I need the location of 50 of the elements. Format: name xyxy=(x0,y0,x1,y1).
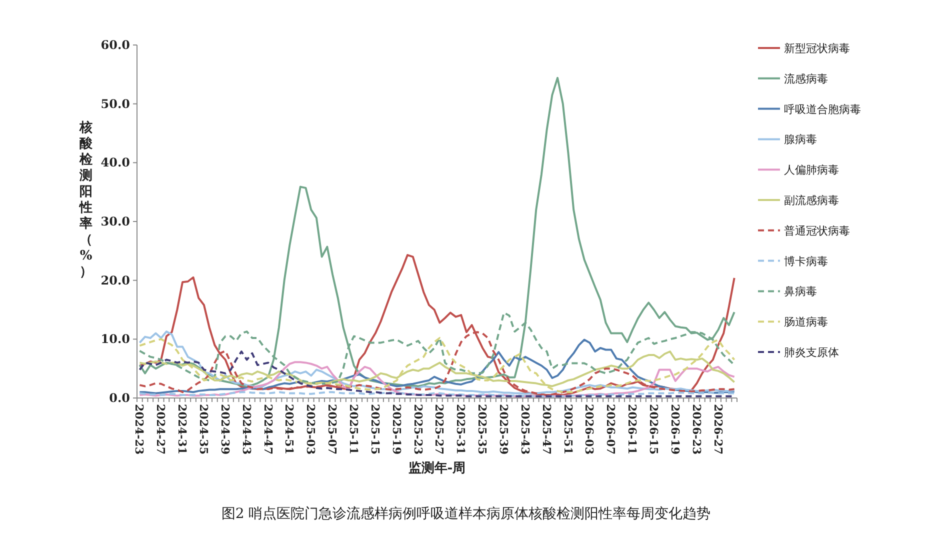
x-tick-label: 2026-15 xyxy=(646,404,660,454)
x-tick-label: 2024-35 xyxy=(196,404,210,454)
x-axis-title: 监测年-周 xyxy=(408,461,466,476)
y-tick-label: 30.0 xyxy=(100,214,130,228)
legend-label: 人偏肺病毒 xyxy=(784,164,839,177)
legend-label: 博卡病毒 xyxy=(784,254,828,268)
x-tick-label: 2025-23 xyxy=(411,404,424,454)
y-tick-label: 50.0 xyxy=(100,96,130,111)
x-tick-label: 2024-39 xyxy=(218,404,232,454)
x-tick-label: 2024-27 xyxy=(154,404,168,454)
x-tick-label: 2026-23 xyxy=(690,404,703,454)
y-tick-label: 60.0 xyxy=(100,38,130,52)
x-tick-label: 2024-31 xyxy=(176,404,189,454)
legend-label: 肠道病毒 xyxy=(784,316,828,329)
line-series xyxy=(138,76,736,388)
text: 核酸检测阳性率（%） xyxy=(80,120,92,280)
x-tick-label: 2025-51 xyxy=(561,404,574,454)
x-tick-label: 2025-31 xyxy=(454,404,468,454)
legend-label: 肺炎支原体 xyxy=(784,346,839,359)
legend-label: 呼吸道合胞病毒 xyxy=(784,102,861,116)
legend-label: 腺病毒 xyxy=(784,133,817,146)
x-tick-label: 2025-35 xyxy=(476,404,489,454)
legend-label: 副流感病毒 xyxy=(784,194,839,207)
legend-label: 流感病毒 xyxy=(784,72,828,86)
x-tick-label: 2025-07 xyxy=(326,404,339,454)
legend-label: 普通冠状病毒 xyxy=(784,224,850,238)
x-tick-label: 2024-43 xyxy=(240,404,253,454)
x-tick-label: 2025-27 xyxy=(432,404,446,454)
x-tick-label: 2025-19 xyxy=(390,404,403,454)
x-tick-label: 2024-47 xyxy=(261,404,274,454)
x-tick-label: 2025-03 xyxy=(304,404,318,454)
x-tick-label: 2026-27 xyxy=(711,404,724,454)
y-tick-label: 0.0 xyxy=(109,391,130,405)
legend-label: 新型冠状病毒 xyxy=(784,42,850,55)
x-tick-label: 2026-11 xyxy=(626,404,639,454)
x-tick-label: 2024-23 xyxy=(132,404,146,454)
legend-label: 鼻病毒 xyxy=(784,285,817,298)
x-tick-label: 2025-11 xyxy=(346,404,360,454)
x-tick-label: 2026-19 xyxy=(668,404,682,454)
y-tick-label: 10.0 xyxy=(100,332,130,346)
y-tick-label: 40.0 xyxy=(100,156,130,170)
x-tick-label: 2025-15 xyxy=(368,404,382,454)
text: 图2 哨点医院门急诊流感样病例呼吸道样本病原体核酸检测阳性率每周变化趋势 xyxy=(221,506,711,522)
x-tick-label: 2024-51 xyxy=(282,404,296,454)
y-tick-label: 20.0 xyxy=(100,273,130,288)
x-tick-label: 2025-39 xyxy=(496,404,510,454)
x-tick-label: 2026-07 xyxy=(604,404,618,454)
x-tick-label: 2026-03 xyxy=(582,404,596,454)
x-tick-label: 2025-47 xyxy=(540,404,553,454)
x-tick-label: 2025-43 xyxy=(518,404,532,454)
